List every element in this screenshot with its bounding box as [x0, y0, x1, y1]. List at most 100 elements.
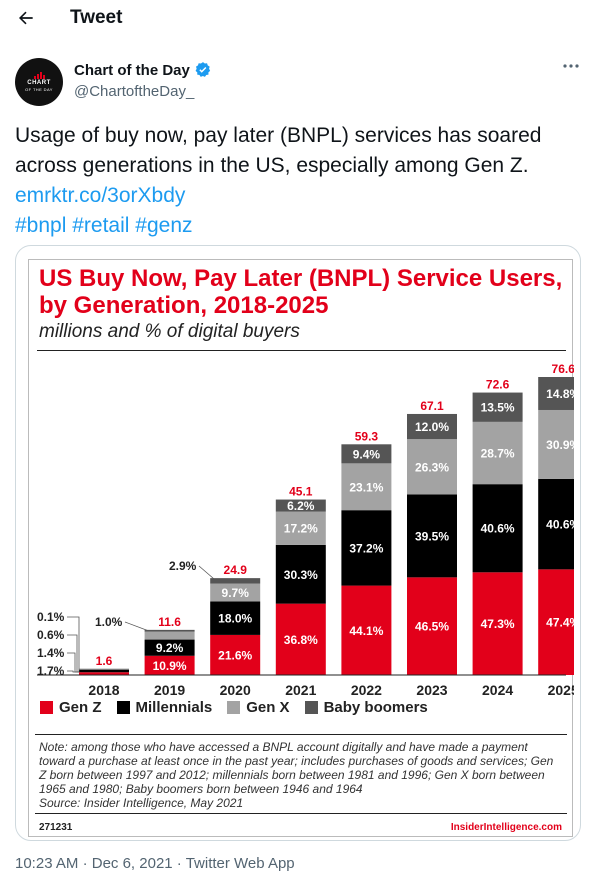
callout-line — [67, 670, 79, 673]
hashtag-link[interactable]: #bnpl — [15, 214, 67, 237]
bar-segment — [79, 668, 129, 670]
chart-id: 271231 — [39, 822, 73, 833]
bar-segment — [210, 634, 261, 675]
bar-segment — [341, 444, 392, 464]
bar-segment — [472, 421, 523, 485]
legend-item-baby-boomers: Baby boomers — [304, 699, 428, 716]
data-label: 13.5% — [481, 401, 515, 415]
bar-segment — [341, 510, 392, 586]
tweet-media[interactable]: US Buy Now, Pay Later (BNPL) Service Use… — [15, 245, 581, 841]
bar-segment — [538, 377, 574, 410]
data-label: 9.7% — [222, 586, 250, 600]
legend-label: Gen X — [246, 699, 290, 716]
more-options-button[interactable] — [559, 60, 583, 78]
legend-item-gen-x: Gen X — [227, 699, 290, 716]
bar-segment — [79, 669, 129, 673]
data-label: 46.5% — [415, 620, 449, 634]
tweet-timestamp: 10:23 AM · Dec 6, 2021 · Twitter Web App — [15, 855, 295, 872]
bar-segment — [407, 439, 457, 495]
logo-bars-icon — [33, 71, 45, 79]
data-label: 10.9% — [153, 659, 187, 673]
data-label: 28.7% — [481, 447, 515, 461]
separator-dot: · — [82, 855, 88, 872]
tweet-text: Usage of buy now, pay later (BNPL) servi… — [15, 124, 542, 177]
data-label: 14.8% — [546, 387, 574, 401]
data-label: 9.4% — [353, 447, 381, 461]
data-label: 47.3% — [481, 617, 515, 631]
bar-segment — [79, 672, 129, 675]
callout-line — [124, 621, 149, 632]
more-dots-icon — [563, 64, 579, 68]
user-handle[interactable]: @ChartoftheDay_ — [74, 83, 195, 100]
bar-segment — [144, 639, 195, 656]
callout-line — [198, 565, 215, 580]
avatar-logo-subtext: OF THE DAY — [25, 86, 53, 92]
callout-line — [67, 634, 79, 673]
callout-label: 0.6% — [37, 628, 65, 642]
data-label: 9.2% — [156, 641, 184, 655]
chart-source: Source: Insider Intelligence, May 2021 — [39, 796, 244, 810]
bar-segment — [144, 631, 195, 640]
bar-segment — [275, 603, 326, 675]
verified-badge-icon — [195, 62, 210, 77]
bar-segment — [144, 655, 195, 675]
bar-total-label: 45.1 — [289, 485, 313, 499]
bar-segment — [275, 499, 326, 512]
legend-swatch — [304, 701, 318, 714]
tweet-link[interactable]: emrktr.co/3orXbdy — [15, 184, 186, 207]
bar-segment — [341, 585, 392, 675]
x-tick-label: 2021 — [285, 682, 316, 698]
avatar-logo-text: CHART — [27, 79, 51, 86]
bar-segment — [538, 478, 574, 570]
data-label: 21.6% — [218, 648, 252, 662]
legend-swatch — [227, 701, 241, 714]
legend-item-gen-z: Gen Z — [40, 699, 102, 716]
bar-segment — [210, 601, 261, 635]
x-tick-label: 2022 — [351, 682, 382, 698]
bar-total-label: 76.6 — [552, 362, 574, 376]
tweet-time[interactable]: 10:23 AM — [15, 855, 79, 872]
bar-total-label: 24.9 — [224, 563, 248, 577]
header-bar: Tweet — [0, 0, 606, 40]
bar-segment — [210, 583, 261, 602]
chart-legend: Gen Z Millennials Gen X Baby boomers — [40, 699, 428, 716]
hashtag-link[interactable]: #retail — [72, 214, 130, 237]
callout-label: 1.0% — [95, 615, 123, 629]
tweet-source[interactable]: Twitter Web App — [185, 855, 295, 872]
legend-label: Gen Z — [59, 699, 102, 716]
bar-total-label: 72.6 — [486, 378, 510, 392]
data-label: 6.2% — [287, 499, 315, 513]
chart-note: Note: among those who have accessed a BN… — [39, 740, 554, 796]
bar-segment — [472, 484, 523, 573]
bar-segment — [472, 572, 523, 675]
legend-item-millennials: Millennials — [116, 699, 212, 716]
bar-segment — [341, 463, 392, 511]
hashtag-link[interactable]: #genz — [135, 214, 193, 237]
x-tick-label: 2018 — [88, 682, 119, 698]
chart-subtitle: millions and % of digital buyers — [39, 321, 300, 342]
bar-segment — [538, 409, 574, 479]
data-label: 36.8% — [284, 633, 318, 647]
data-label: 30.3% — [284, 568, 318, 582]
data-label: 18.0% — [218, 612, 252, 626]
x-tick-label: 2024 — [482, 682, 513, 698]
data-label: 30.9% — [546, 438, 574, 452]
user-name[interactable]: Chart of the Day — [74, 61, 212, 79]
tweet-date[interactable]: Dec 6, 2021 — [91, 855, 173, 872]
data-label: 26.3% — [415, 460, 449, 474]
data-label: 17.2% — [284, 522, 318, 536]
legend-label: Baby boomers — [323, 699, 428, 716]
avatar[interactable]: CHART OF THE DAY — [15, 58, 63, 106]
x-tick-label: 2023 — [416, 682, 447, 698]
separator-dot: · — [176, 855, 182, 872]
page-title: Tweet — [70, 7, 123, 28]
data-label: 47.4% — [546, 616, 574, 630]
data-label: 37.2% — [349, 541, 383, 555]
back-button[interactable] — [14, 6, 38, 30]
legend-swatch — [40, 701, 53, 714]
x-tick-label: 2020 — [220, 682, 251, 698]
bar-total-label: 11.6 — [158, 615, 181, 629]
data-label: 12.0% — [415, 420, 449, 434]
bar-segment — [407, 577, 457, 675]
bar-segment — [275, 511, 326, 545]
